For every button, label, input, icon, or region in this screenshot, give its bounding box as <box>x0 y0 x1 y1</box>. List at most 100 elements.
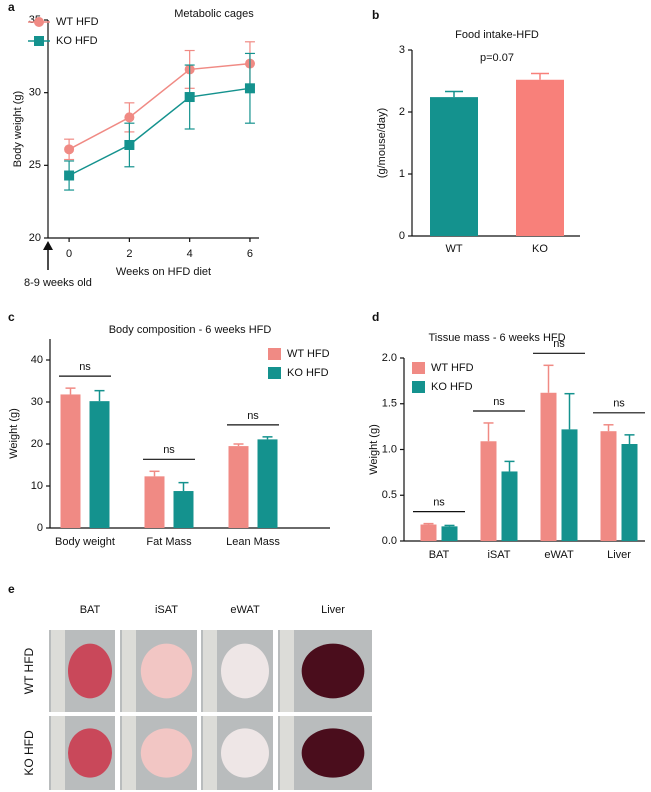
y-tick-label: 40 <box>31 354 43 366</box>
y-tick-label: 2.0 <box>382 352 397 364</box>
marker <box>124 139 135 150</box>
arrow-head <box>43 241 53 250</box>
photo-column-label: BAT <box>80 604 101 616</box>
photo-tissue <box>140 643 193 699</box>
bar <box>173 491 194 528</box>
photo-ruler <box>203 716 217 790</box>
bar <box>516 79 564 236</box>
panel-label: e <box>8 582 15 596</box>
photo-tissue <box>301 643 365 699</box>
x-tick-label: Liver <box>607 549 631 561</box>
photo-tissue <box>221 643 269 699</box>
y-tick-label: 1.5 <box>382 398 397 410</box>
x-tick-label: WT <box>445 243 462 255</box>
y-axis-label: (g/mouse/day) <box>376 108 388 178</box>
x-tick-label: 4 <box>187 248 193 260</box>
photo-tissue <box>140 728 193 778</box>
legend-label: WT HFD <box>431 362 474 374</box>
significance-label: ns <box>493 396 505 408</box>
y-tick-label: 20 <box>29 232 41 244</box>
bar <box>420 524 437 541</box>
y-axis-label: Weight (g) <box>8 408 20 459</box>
x-tick-label: iSAT <box>487 549 510 561</box>
photo-tissue <box>301 728 365 778</box>
y-tick-label: 0.5 <box>382 489 397 501</box>
legend-swatch <box>412 381 425 393</box>
bar <box>257 439 278 528</box>
bar <box>540 392 557 541</box>
chart-title: Food intake-HFD <box>455 29 539 41</box>
y-tick-label: 25 <box>29 159 41 171</box>
photo-row-label: WT HFD <box>22 647 36 694</box>
marker <box>184 92 195 103</box>
legend-swatch <box>268 367 281 379</box>
marker <box>64 144 75 155</box>
bar <box>60 394 81 528</box>
photo-tissue <box>68 728 112 778</box>
photo-tissue <box>68 643 112 699</box>
x-tick-label: Fat Mass <box>146 536 192 548</box>
marker <box>124 112 135 123</box>
photo-column-label: iSAT <box>155 604 178 616</box>
x-tick-label: Body weight <box>55 536 115 548</box>
x-tick-label: 2 <box>126 248 132 260</box>
panel-label: a <box>8 0 15 14</box>
significance-label: ns <box>163 444 175 456</box>
legend-label: KO HFD <box>431 381 473 393</box>
x-tick-label: 0 <box>66 248 72 260</box>
bar <box>501 471 518 541</box>
x-axis-label: Weeks on HFD diet <box>116 266 211 278</box>
y-tick-label: 2 <box>399 106 405 118</box>
bar <box>561 429 578 541</box>
y-tick-label: 0 <box>37 522 43 534</box>
y-tick-label: 30 <box>31 396 43 408</box>
y-tick-label: 3 <box>399 44 405 56</box>
photo-ruler <box>51 716 65 790</box>
y-tick-label: 20 <box>31 438 43 450</box>
series-line <box>68 87 251 177</box>
x-note: 8-9 weeks old <box>24 277 92 289</box>
annotation: p=0.07 <box>480 52 514 64</box>
x-tick-label: Lean Mass <box>226 536 280 548</box>
y-tick-label: 30 <box>29 87 41 99</box>
chart-title: Tissue mass - 6 weeks HFD <box>428 332 565 344</box>
bar <box>621 444 638 541</box>
photo-tissue <box>221 728 269 778</box>
legend-marker <box>34 17 44 27</box>
chart-title: Body composition - 6 weeks HFD <box>109 324 272 336</box>
y-axis-label: Weight (g) <box>368 424 380 475</box>
photo-row-label: KO HFD <box>22 730 36 776</box>
panel-label: d <box>372 310 379 324</box>
photo-ruler <box>203 630 217 712</box>
x-tick-label: BAT <box>429 549 450 561</box>
bar <box>430 97 478 237</box>
photo-column-label: Liver <box>321 604 345 616</box>
legend-label: KO HFD <box>56 35 98 47</box>
significance-label: ns <box>613 398 625 410</box>
y-tick-label: 0.0 <box>382 535 397 547</box>
significance-label: ns <box>433 497 445 509</box>
annotation: Metabolic cages <box>174 8 254 20</box>
series-line <box>68 62 251 151</box>
y-tick-label: 1 <box>399 168 405 180</box>
legend-swatch <box>268 348 281 360</box>
bar <box>228 446 249 528</box>
y-tick-label: 0 <box>399 230 405 242</box>
marker <box>64 170 75 181</box>
legend-label: WT HFD <box>56 16 99 28</box>
bar <box>480 441 497 541</box>
photo-ruler <box>280 716 294 790</box>
photo-ruler <box>51 630 65 712</box>
marker <box>244 83 255 94</box>
bar <box>89 401 110 528</box>
panel-label: c <box>8 310 15 324</box>
significance-label: ns <box>247 410 259 422</box>
y-tick-label: 1.0 <box>382 443 397 455</box>
bar <box>144 476 165 528</box>
x-tick-label: KO <box>532 243 548 255</box>
legend-label: WT HFD <box>287 348 330 360</box>
photo-ruler <box>280 630 294 712</box>
panel-label: b <box>372 8 379 22</box>
photo-ruler <box>122 630 136 712</box>
